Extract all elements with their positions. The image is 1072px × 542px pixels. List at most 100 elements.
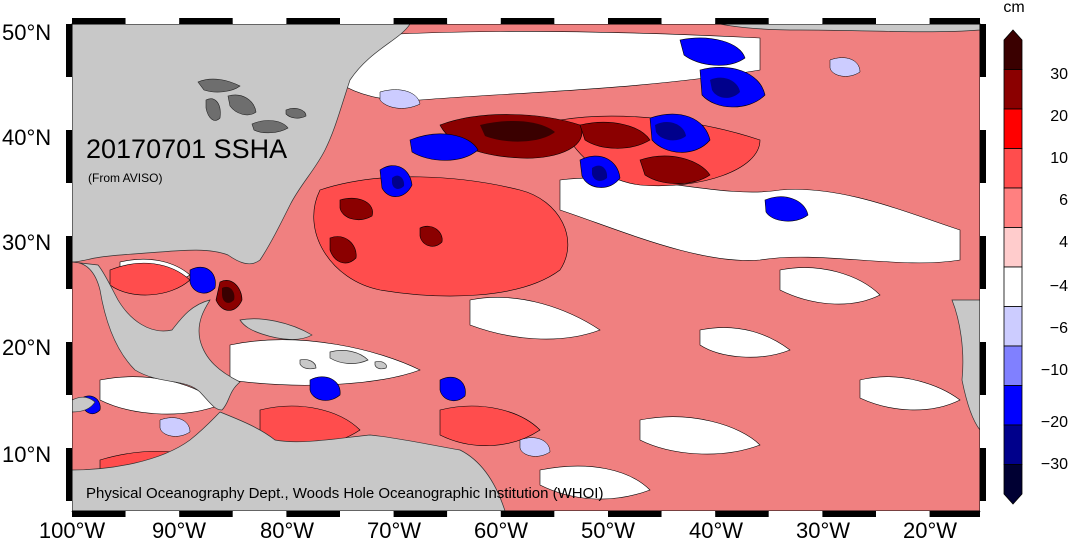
colorbar-tick-label: 30 [1050, 66, 1068, 83]
colorbar-swatch [1003, 29, 1023, 70]
frame-tick [768, 511, 823, 517]
frame-tick [72, 18, 126, 24]
colorbar-tick-label: 10 [1050, 150, 1068, 167]
great-lakes [197, 78, 307, 134]
frame-tick [72, 511, 126, 517]
frame-tick [822, 511, 876, 517]
colorbar-unit: cm [1003, 0, 1024, 16]
frame-tick [980, 24, 986, 77]
frame-tick [66, 501, 72, 511]
map-title: 20170701 SSHA [86, 134, 287, 164]
frame-tick [66, 448, 72, 501]
jamaica [299, 359, 317, 370]
frame-tick [286, 511, 340, 517]
colorbar-swatches [1003, 29, 1023, 505]
colorbar: cm 30 20 10 6 4 −4 −6 −10 −20 −30 [1003, 0, 1068, 505]
frame-tick [125, 18, 180, 24]
frame-tick [715, 18, 769, 24]
colorbar-swatch [1003, 148, 1023, 189]
lon-label: 30°W [796, 518, 850, 542]
credit-text: Physical Oceanography Dept., Woods Hole … [86, 485, 603, 502]
weak-negative-patches [159, 57, 861, 457]
frame-tick [822, 18, 876, 24]
frame-tick [661, 511, 716, 517]
frame-tick [66, 236, 72, 289]
lat-label: 20°N [2, 335, 51, 360]
north-america [72, 24, 411, 265]
lat-label: 10°N [2, 442, 51, 467]
frame-tick [340, 18, 394, 24]
frame-tick [125, 511, 180, 517]
frame-tick [980, 130, 986, 183]
frame-tick [980, 289, 986, 342]
lon-label: 20°W [903, 518, 957, 542]
frame-tick [608, 18, 662, 24]
lon-label: 70°W [367, 518, 421, 542]
frame-tick [66, 342, 72, 395]
colorbar-tick-label: −6 [1050, 320, 1068, 337]
frame-tick [980, 342, 986, 395]
longitude-labels: 100°W 90°W 80°W 70°W 60°W 50°W 40°W 30°W… [39, 518, 957, 542]
extreme-positive-cores [222, 120, 555, 303]
frame-tick [286, 18, 340, 24]
lat-label: 30°N [2, 230, 51, 255]
frame-ticks [66, 18, 986, 517]
colorbar-swatch [1003, 266, 1023, 307]
colorbar-swatch [1003, 345, 1023, 386]
frame-tick [232, 511, 287, 517]
colorbar-swatch [1003, 385, 1023, 426]
frame-tick [66, 24, 72, 77]
colorbar-swatch [1003, 187, 1023, 228]
lat-label: 40°N [2, 125, 51, 150]
frame-tick [66, 183, 72, 236]
map-subtitle: (From AVISO) [88, 171, 162, 185]
land [72, 24, 980, 511]
colorbar-swatch [1003, 464, 1023, 505]
puerto-rico [374, 361, 387, 370]
frame-tick [554, 511, 608, 517]
frame-tick [980, 448, 986, 501]
lat-label: 50°N [2, 20, 51, 45]
frame-tick [179, 18, 233, 24]
south-america [72, 411, 506, 511]
lon-label: 90°W [152, 518, 206, 542]
colorbar-tick-labels: 30 20 10 6 4 −4 −6 −10 −20 −30 [1041, 66, 1068, 473]
colorbar-tick-label: −30 [1041, 456, 1068, 473]
frame-tick [340, 511, 394, 517]
frame-tick [232, 18, 287, 24]
frame-tick [768, 18, 823, 24]
frame-tick [66, 77, 72, 130]
strong-negative-cores [392, 77, 740, 189]
frame-tick [929, 18, 980, 24]
frame-tick [66, 289, 72, 342]
frame-tick [66, 395, 72, 448]
map-field [72, 24, 980, 511]
frame-tick [980, 77, 986, 130]
frame-tick [393, 511, 448, 517]
mexico [72, 261, 241, 411]
africa [951, 299, 980, 431]
colorbar-tick-label: 6 [1059, 192, 1068, 209]
colorbar-swatch [1003, 108, 1023, 149]
colorbar-tick-label: −20 [1041, 414, 1068, 431]
frame-tick [980, 501, 986, 511]
lon-label: 80°W [260, 518, 314, 542]
colorbar-swatch [1003, 69, 1023, 110]
frame-tick [876, 511, 930, 517]
frame-tick [980, 236, 986, 289]
frame-tick [179, 511, 233, 517]
frame-tick [393, 18, 448, 24]
frame-tick [554, 18, 608, 24]
frame-tick [447, 511, 501, 517]
hispaniola [329, 350, 369, 364]
frame-tick [661, 18, 716, 24]
frame-tick [447, 18, 501, 24]
frame-tick [980, 395, 986, 448]
lon-label: 60°W [474, 518, 528, 542]
colorbar-tick-label: −10 [1041, 362, 1068, 379]
frame-tick [929, 511, 980, 517]
frame-tick [876, 18, 930, 24]
colorbar-swatch [1003, 227, 1023, 268]
frame-tick [500, 18, 555, 24]
